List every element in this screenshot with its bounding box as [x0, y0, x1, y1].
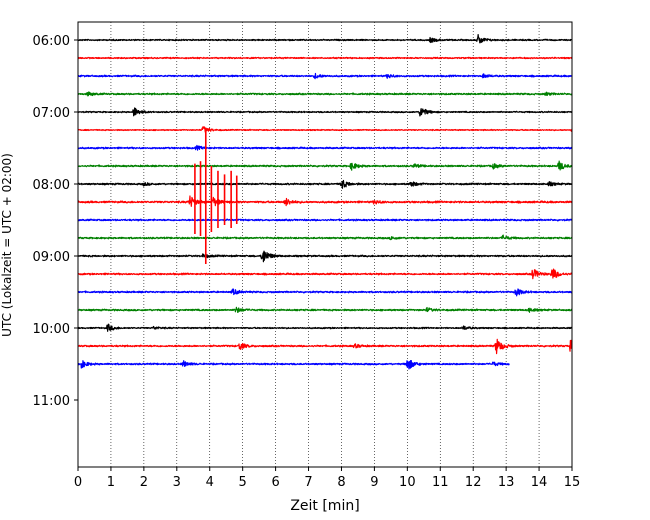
y-tick-label-06:00: 06:00 — [33, 34, 70, 49]
y-axis-ticks: 06:00 07:00 08:00 09:00 10:00 11:00 — [33, 34, 78, 409]
trace-08:45 — [77, 234, 573, 241]
trace-09:30 — [77, 288, 573, 297]
x-tick-label-5: 5 — [239, 475, 247, 490]
trace-06:45 — [77, 91, 573, 97]
trace-07:00 — [77, 107, 573, 117]
y-axis-label: UTC (Lokalzeit = UTC + 02:00) — [0, 153, 14, 337]
trace-07:30 — [77, 144, 573, 151]
x-tick-label-0: 0 — [74, 475, 82, 490]
y-tick-label-10:00: 10:00 — [33, 322, 70, 337]
trace-10:00 — [77, 323, 573, 332]
x-tick-label-4: 4 — [206, 475, 214, 490]
vertical-grid — [110, 22, 540, 467]
x-tick-label-13: 13 — [498, 475, 515, 490]
x-tick-label-11: 11 — [432, 475, 449, 490]
trace-06:15 — [77, 56, 573, 60]
trace-09:45 — [77, 306, 573, 314]
trace-07:45 — [77, 160, 573, 171]
y-tick-label-08:00: 08:00 — [33, 178, 70, 193]
x-tick-label-10: 10 — [399, 475, 416, 490]
trace-08:00 — [77, 179, 573, 189]
trace-09:00 — [77, 250, 573, 263]
x-tick-label-6: 6 — [271, 475, 279, 490]
plot-frame — [77, 21, 573, 468]
x-tick-label-14: 14 — [531, 475, 548, 490]
trace-06:30 — [77, 72, 573, 80]
x-axis-label: Zeit [min] — [290, 498, 359, 514]
x-tick-label-1: 1 — [107, 475, 115, 490]
trace-09:15 — [77, 268, 573, 280]
y-tick-label-09:00: 09:00 — [33, 250, 70, 265]
y-tick-label-07:00: 07:00 — [33, 106, 70, 121]
trace-07:15 — [77, 126, 573, 134]
trace-06:00 — [77, 33, 573, 44]
x-axis-ticks: 0 1 2 3 4 5 6 7 8 9 10 11 12 13 14 15 — [74, 467, 580, 490]
seismogram-traces — [77, 33, 573, 370]
y-tick-label-11:00: 11:00 — [33, 394, 70, 409]
trace-10:15 — [77, 338, 573, 355]
x-tick-label-9: 9 — [370, 475, 378, 490]
trace-08:15 — [77, 195, 573, 207]
x-tick-label-12: 12 — [465, 475, 482, 490]
trace-08:30 — [77, 218, 573, 222]
x-tick-label-3: 3 — [173, 475, 181, 490]
x-tick-label-7: 7 — [304, 475, 312, 490]
x-tick-label-8: 8 — [337, 475, 345, 490]
x-tick-label-2: 2 — [140, 475, 148, 490]
trace-10:30 — [77, 360, 510, 370]
x-tick-label-15: 15 — [564, 475, 581, 490]
